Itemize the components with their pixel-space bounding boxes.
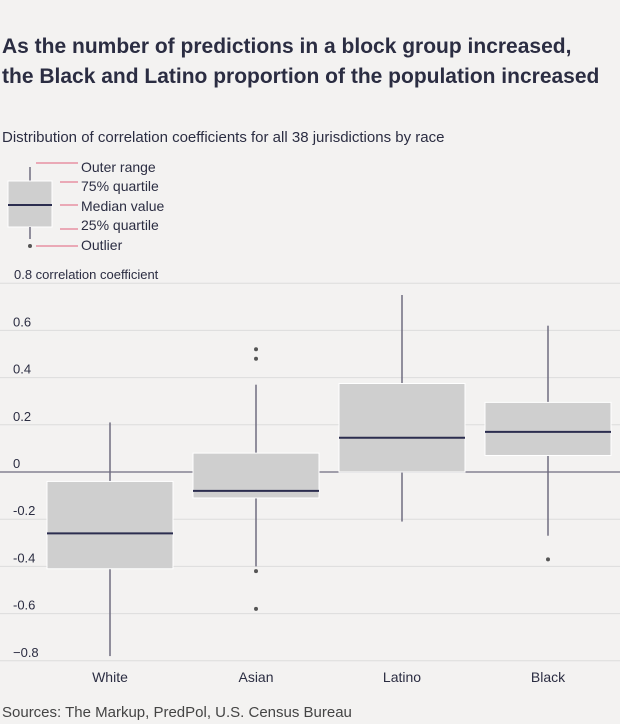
x-tick-label: Asian [238, 669, 273, 685]
legend-label-outlier: Outlier [81, 237, 123, 253]
y-axis: 0.8 correlation coefficient 0.6 0.4 0.2 0 -0.… [13, 267, 159, 660]
iqr-box [46, 480, 174, 570]
y-tick-label: 0.6 [13, 314, 31, 329]
legend: Outer range 75% quartile Median value 25… [7, 159, 164, 253]
legend-outlier-dot [28, 244, 32, 248]
legend-label-median: Median value [81, 198, 164, 214]
outlier-point [254, 347, 258, 352]
legend-label-outer-range: Outer range [81, 159, 156, 175]
x-tick-label: White [92, 669, 128, 685]
chart-subtitle: Distribution of correlation coefficients… [2, 129, 445, 146]
box-group-latino [338, 295, 466, 522]
chart-title: As the number of predictions in a block … [2, 35, 600, 88]
outlier-point [254, 606, 258, 611]
y-tick-label: -0.4 [13, 550, 35, 565]
iqr-box [338, 383, 466, 473]
outlier-point [254, 569, 258, 574]
legend-label-q75: 75% quartile [81, 178, 159, 194]
boxes [46, 295, 612, 657]
y-tick-label: −0.8 [13, 645, 39, 660]
x-tick-label: Latino [383, 669, 421, 685]
x-axis: White Asian Latino Black [92, 669, 566, 685]
source-note: Sources: The Markup, PredPol, U.S. Censu… [2, 704, 352, 721]
box-group-white [46, 422, 174, 657]
box-group-black [484, 325, 612, 562]
y-tick-label: 0 [13, 456, 20, 471]
y-tick-label: 0.8 correlation coefficient [14, 267, 159, 282]
y-tick-label: -0.6 [13, 598, 35, 613]
y-tick-label: 0.4 [13, 362, 31, 377]
iqr-box [484, 401, 612, 456]
y-tick-label: 0.2 [13, 409, 31, 424]
y-tick-label: -0.2 [13, 503, 35, 518]
outlier-point [254, 356, 258, 361]
box-group-asian [192, 347, 320, 611]
legend-label-q25: 25% quartile [81, 217, 159, 233]
outlier-point [546, 557, 550, 562]
x-tick-label: Black [531, 669, 566, 685]
